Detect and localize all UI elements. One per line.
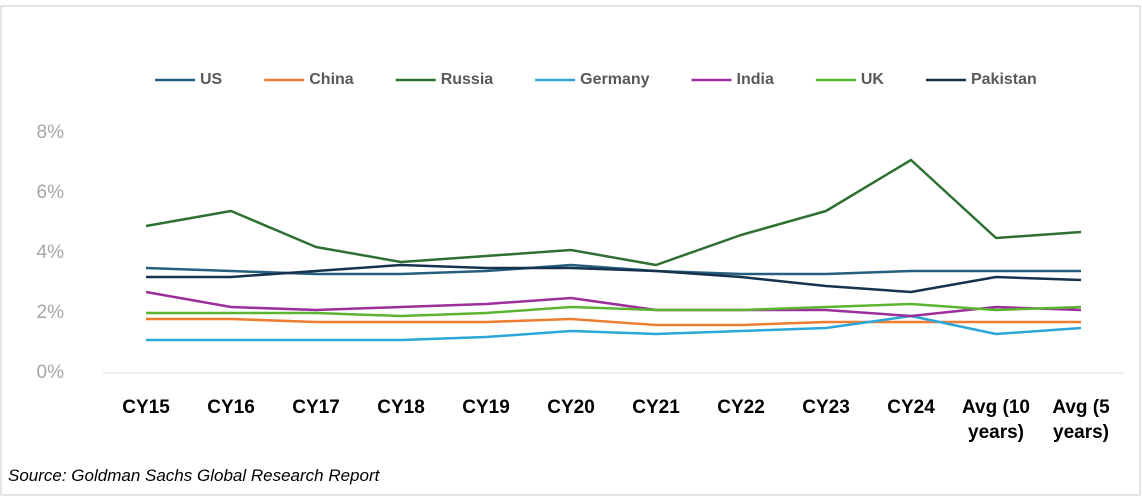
x-tick-label: CY23 — [802, 397, 850, 418]
x-tick-label: Avg (5 years) — [1052, 397, 1110, 443]
legend-label: Pakistan — [971, 71, 1037, 88]
source-note: Source: Goldman Sachs Global Research Re… — [8, 466, 380, 485]
x-tick-label: CY24 — [887, 397, 935, 418]
x-tick-label: CY16 — [207, 397, 255, 418]
y-tick-label: 6% — [37, 182, 65, 203]
legend-label: Germany — [580, 71, 649, 88]
series-line — [146, 263, 1082, 294]
legend-label: UK — [861, 71, 885, 88]
y-tick-label: 4% — [37, 242, 65, 263]
x-tick-label: CY22 — [717, 397, 765, 418]
legend-label: India — [737, 71, 774, 88]
series-line — [145, 263, 1081, 276]
series-line — [145, 158, 1082, 267]
series-line — [146, 317, 1081, 327]
legend-label: Russia — [441, 71, 494, 88]
y-tick-label: 0% — [37, 362, 65, 383]
x-tick-label: Avg (10 years) — [962, 397, 1030, 443]
series-line — [146, 302, 1082, 318]
x-tick-label: CY21 — [632, 397, 680, 418]
x-tick-label: CY15 — [122, 397, 170, 418]
x-tick-label: CY20 — [547, 397, 595, 418]
x-tick-label: CY18 — [377, 397, 425, 418]
x-tick-label: CY19 — [462, 397, 510, 418]
series-line — [145, 290, 1082, 318]
legend-label: China — [309, 71, 354, 88]
y-tick-label: 2% — [37, 302, 65, 323]
x-tick-label: CY17 — [292, 397, 340, 418]
y-tick-label: 8% — [37, 122, 65, 143]
legend-label: US — [200, 71, 223, 88]
series-line — [146, 314, 1082, 342]
